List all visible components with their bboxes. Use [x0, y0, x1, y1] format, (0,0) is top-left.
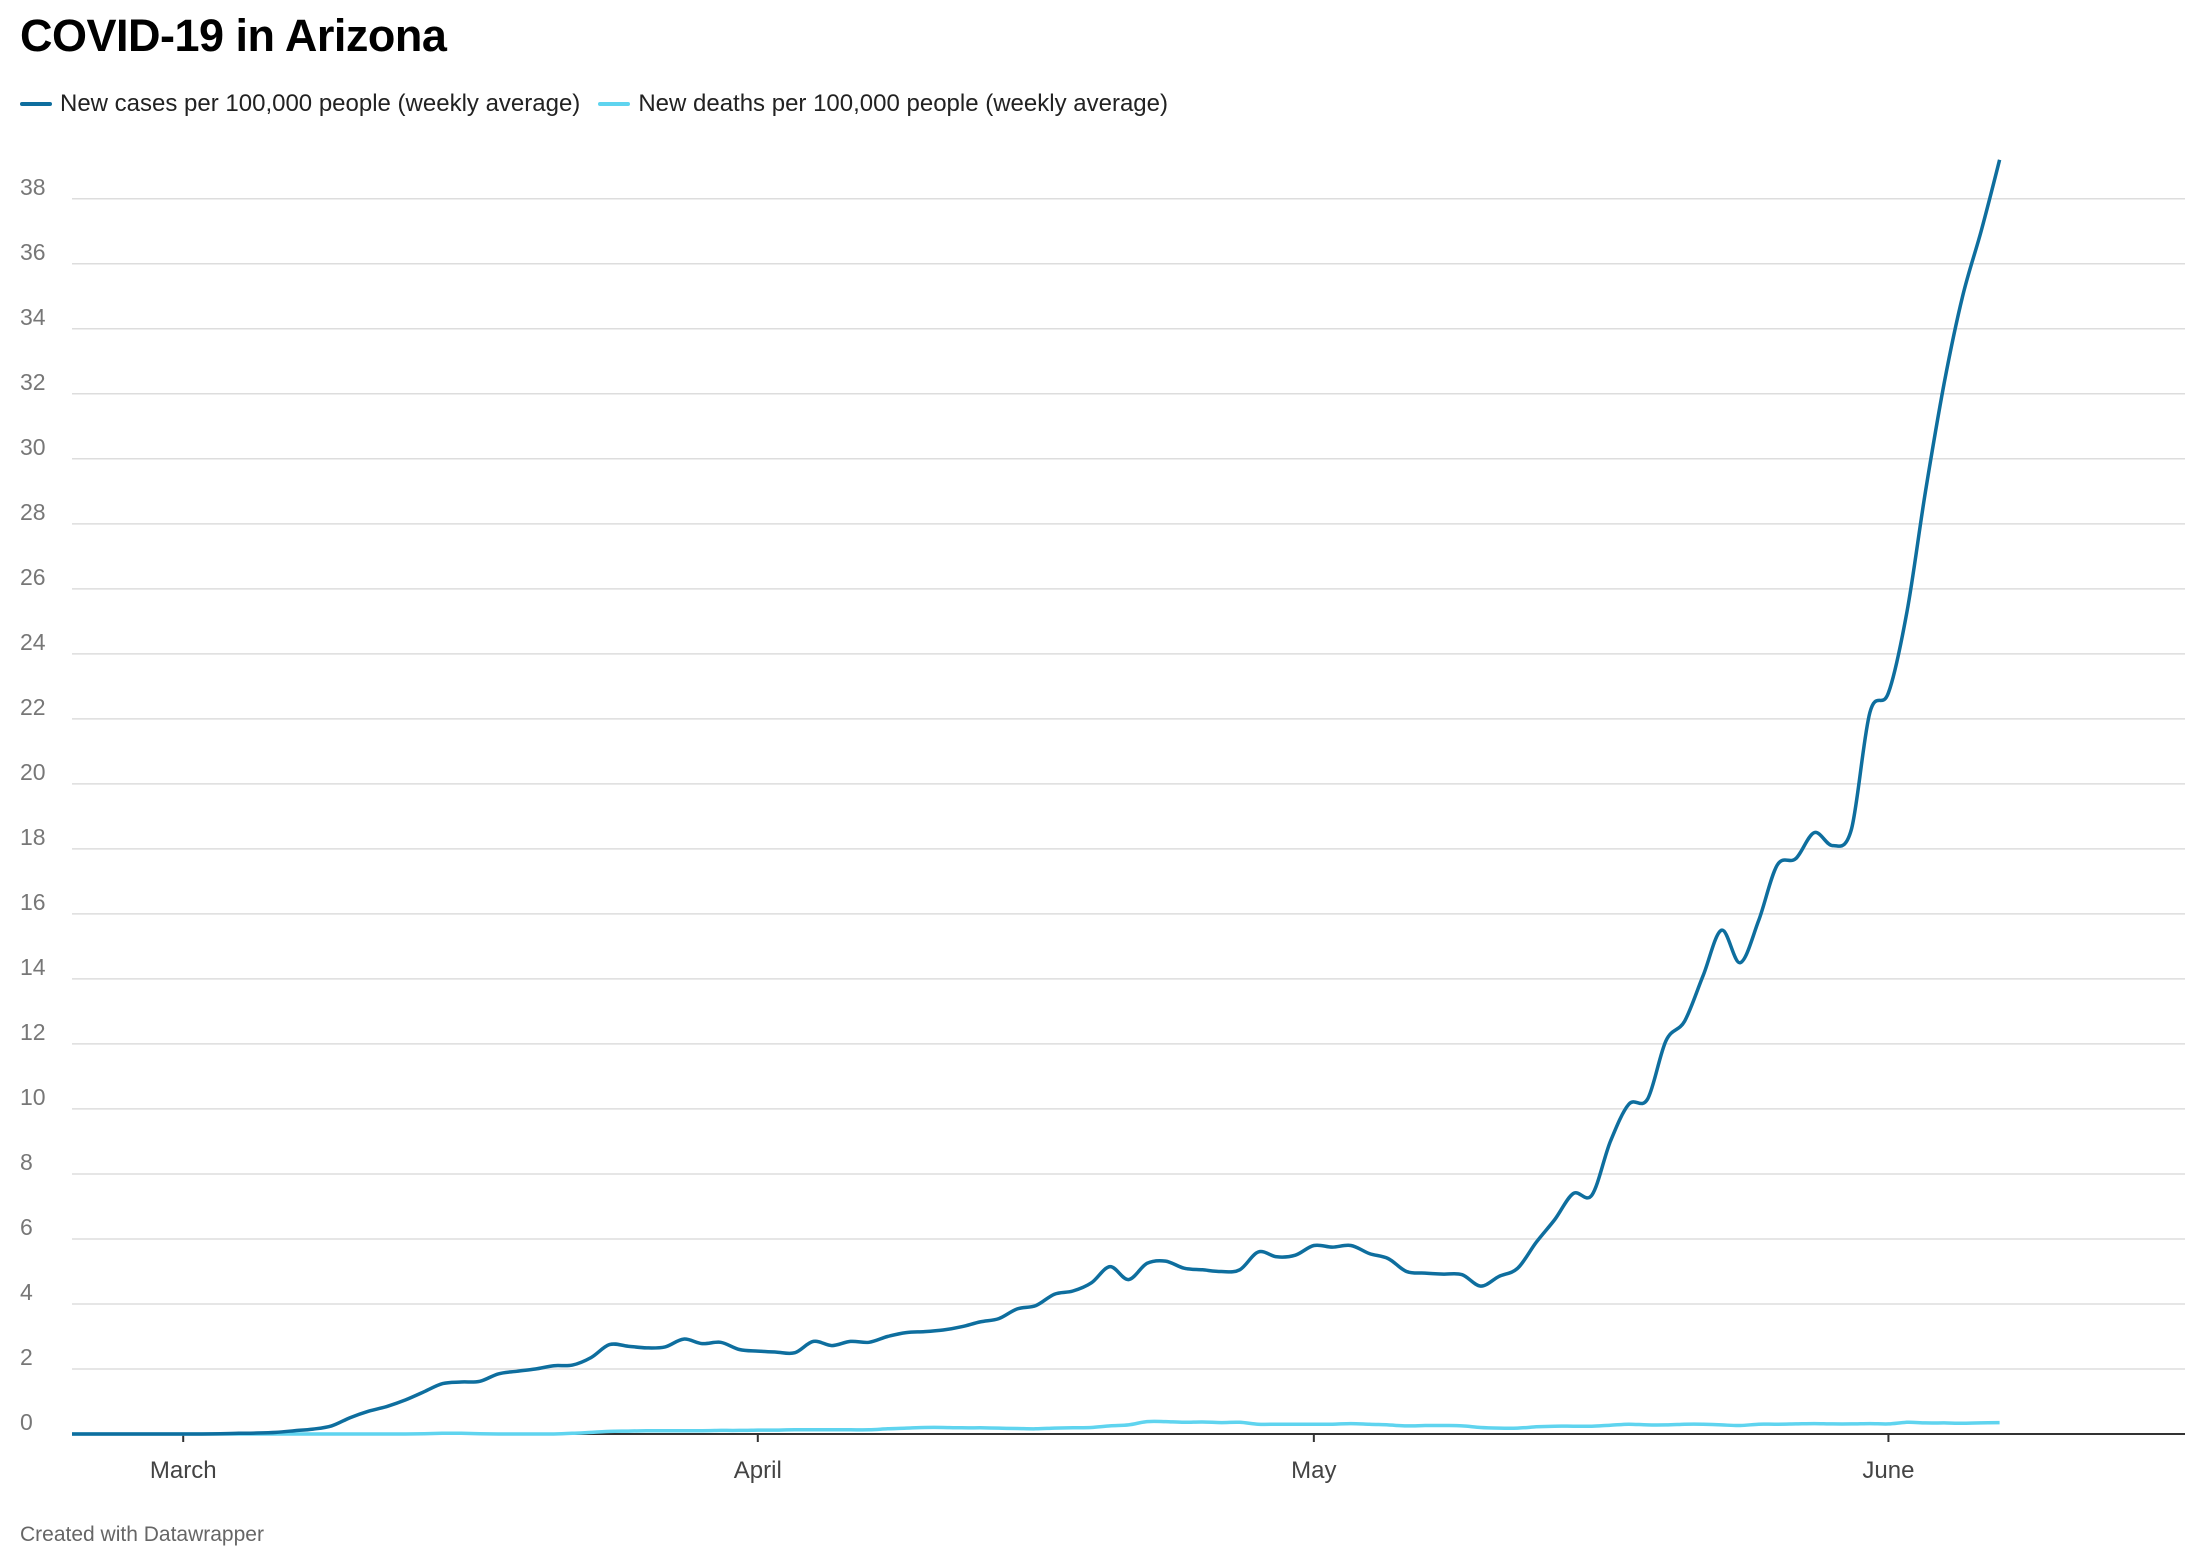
series-line-deaths: [71, 1419, 2000, 1436]
x-tick-label: May: [1291, 1457, 1336, 1484]
y-tick-label: 8: [20, 1149, 33, 1175]
y-tick-label: 26: [20, 564, 46, 590]
legend-item-cases: New cases per 100,000 people (weekly ave…: [20, 90, 580, 118]
y-tick-label: 16: [20, 889, 46, 915]
y-tick-label: 12: [20, 1019, 46, 1045]
y-tick-label: 14: [20, 954, 46, 980]
y-tick-label: 10: [20, 1084, 46, 1110]
y-tick-label: 30: [20, 434, 46, 460]
chart-title: COVID-19 in Arizona: [20, 10, 447, 61]
legend-swatch-deaths: [598, 102, 631, 106]
footer-credit: Created with Datawrapper: [20, 1523, 264, 1546]
series-line-cases: [71, 159, 2002, 1436]
legend-item-deaths: New deaths per 100,000 people (weekly av…: [598, 90, 1168, 118]
y-tick-label: 34: [20, 304, 46, 330]
y-tick-label: 18: [20, 824, 46, 850]
y-tick-label: 24: [20, 629, 46, 655]
y-tick-label: 6: [20, 1214, 33, 1240]
y-tick-label: 0: [20, 1409, 33, 1435]
y-tick-label: 20: [20, 759, 46, 785]
series-lines: [71, 159, 2002, 1436]
y-tick-label: 28: [20, 499, 46, 525]
y-tick-label: 32: [20, 369, 46, 395]
y-tick-label: 4: [20, 1279, 33, 1305]
y-tick-label: 38: [20, 174, 46, 200]
y-tick-label: 2: [20, 1344, 33, 1370]
x-tick-label: June: [1862, 1457, 1914, 1484]
legend-label-cases: New cases per 100,000 people (weekly ave…: [60, 90, 581, 117]
gridlines: [72, 198, 2185, 1435]
legend-swatch-cases: [20, 102, 52, 106]
legend: New cases per 100,000 people (weekly ave…: [20, 90, 1186, 118]
x-tick-label: March: [150, 1457, 217, 1484]
legend-label-deaths: New deaths per 100,000 people (weekly av…: [638, 90, 1168, 117]
y-tick-label: 22: [20, 694, 46, 720]
y-tick-label: 36: [20, 239, 46, 265]
x-tick-label: April: [734, 1457, 782, 1484]
x-axis-ticks: March April May June: [150, 1434, 1914, 1484]
